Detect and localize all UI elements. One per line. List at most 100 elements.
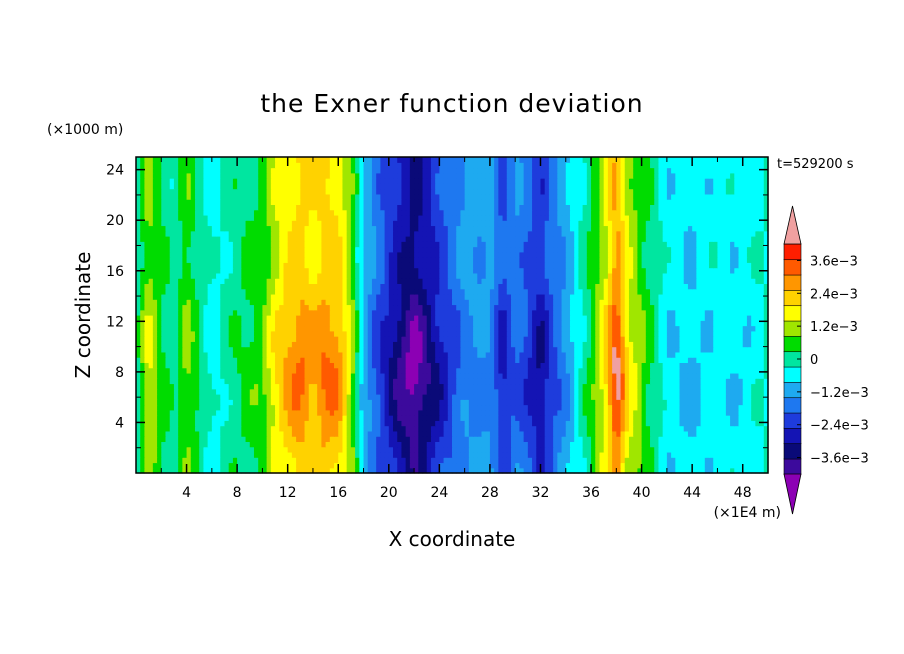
field-cell: [515, 436, 521, 442]
field-cell: [447, 462, 453, 469]
field-cell: [620, 436, 626, 442]
field-cell: [582, 372, 588, 379]
field-cell: [296, 409, 301, 416]
field-cell: [553, 372, 558, 379]
field-cell: [557, 430, 563, 437]
field-cell: [763, 446, 769, 453]
field-cell: [363, 420, 369, 427]
field-cell: [515, 394, 521, 400]
field-cell: [700, 299, 706, 306]
field-cell: [628, 425, 634, 432]
field-cell: [211, 309, 217, 316]
field-cell: [658, 436, 664, 442]
field-cell: [683, 341, 689, 348]
field-cell: [612, 330, 617, 337]
field-cell: [157, 299, 162, 306]
field-cell: [422, 336, 428, 342]
field-cell: [439, 420, 445, 427]
field-cell: [443, 404, 449, 411]
field-cell: [350, 372, 356, 379]
field-cell: [380, 430, 386, 437]
field-cell: [591, 362, 596, 369]
field-cell: [152, 457, 158, 464]
field-cell: [603, 362, 609, 369]
field-cell: [308, 336, 314, 342]
field-cell: [148, 351, 154, 358]
field-cell: [338, 357, 344, 363]
field-cell: [329, 367, 335, 374]
field-cell: [245, 320, 251, 327]
field-cell: [169, 441, 175, 448]
field-cell: [675, 451, 681, 458]
field-cell: [586, 446, 592, 453]
field-cell: [190, 325, 196, 332]
field-cell: [473, 341, 478, 348]
field-cell: [468, 446, 474, 453]
field-cell: [317, 293, 322, 300]
field-cell: [275, 430, 280, 437]
field-cell: [662, 404, 668, 411]
field-cell: [397, 372, 403, 379]
field-cell: [224, 315, 230, 321]
field-cell: [624, 315, 630, 321]
field-cell: [279, 309, 285, 316]
field-cell: [384, 304, 390, 311]
field-cell: [725, 425, 731, 432]
field-cell: [734, 315, 740, 321]
field-cell: [734, 388, 740, 395]
field-cell: [157, 336, 162, 342]
field-cell: [380, 367, 386, 374]
field-cell: [232, 415, 238, 421]
field-cell: [612, 436, 617, 442]
field-cell: [363, 409, 369, 416]
field-cell: [510, 441, 516, 448]
field-cell: [393, 425, 398, 432]
field-cell: [586, 420, 592, 427]
field-cell: [679, 357, 685, 363]
field-cell: [713, 462, 719, 469]
field-cell: [397, 309, 403, 316]
field-cell: [662, 320, 668, 327]
field-cell: [510, 404, 516, 411]
field-cell: [136, 441, 141, 448]
field-cell: [751, 457, 756, 464]
field-cell: [300, 315, 306, 321]
field-cell: [308, 383, 314, 390]
field-cell: [388, 315, 394, 321]
field-cell: [700, 446, 706, 453]
field-cell: [742, 309, 748, 316]
field-cell: [557, 309, 563, 316]
field-cell: [367, 446, 373, 453]
field-cell: [721, 304, 727, 311]
field-cell: [182, 404, 188, 411]
field-cell: [557, 378, 563, 385]
field-cell: [157, 388, 162, 395]
field-cell: [245, 462, 251, 469]
field-cell: [279, 409, 285, 416]
field-cell: [519, 362, 525, 369]
field-cell: [591, 409, 596, 416]
field-cell: [245, 372, 251, 379]
field-cell: [178, 425, 183, 432]
field-cell: [435, 341, 440, 348]
field-cell: [658, 357, 664, 363]
field-cell: [696, 420, 702, 427]
field-cell: [654, 467, 660, 474]
field-cell: [401, 299, 407, 306]
field-cell: [692, 425, 697, 432]
field-cell: [178, 320, 183, 327]
field-cell: [763, 330, 769, 337]
field-cell: [232, 372, 238, 379]
field-cell: [464, 341, 470, 348]
field-cell: [502, 457, 508, 464]
field-cell: [519, 394, 525, 400]
field-cell: [216, 457, 221, 464]
field-cell: [755, 436, 761, 442]
field-cell: [692, 372, 697, 379]
field-cell: [397, 330, 403, 337]
field-cell: [211, 420, 217, 427]
field-cell: [746, 320, 752, 327]
field-cell: [704, 346, 710, 353]
field-cell: [460, 346, 466, 353]
field-cell: [595, 304, 601, 311]
